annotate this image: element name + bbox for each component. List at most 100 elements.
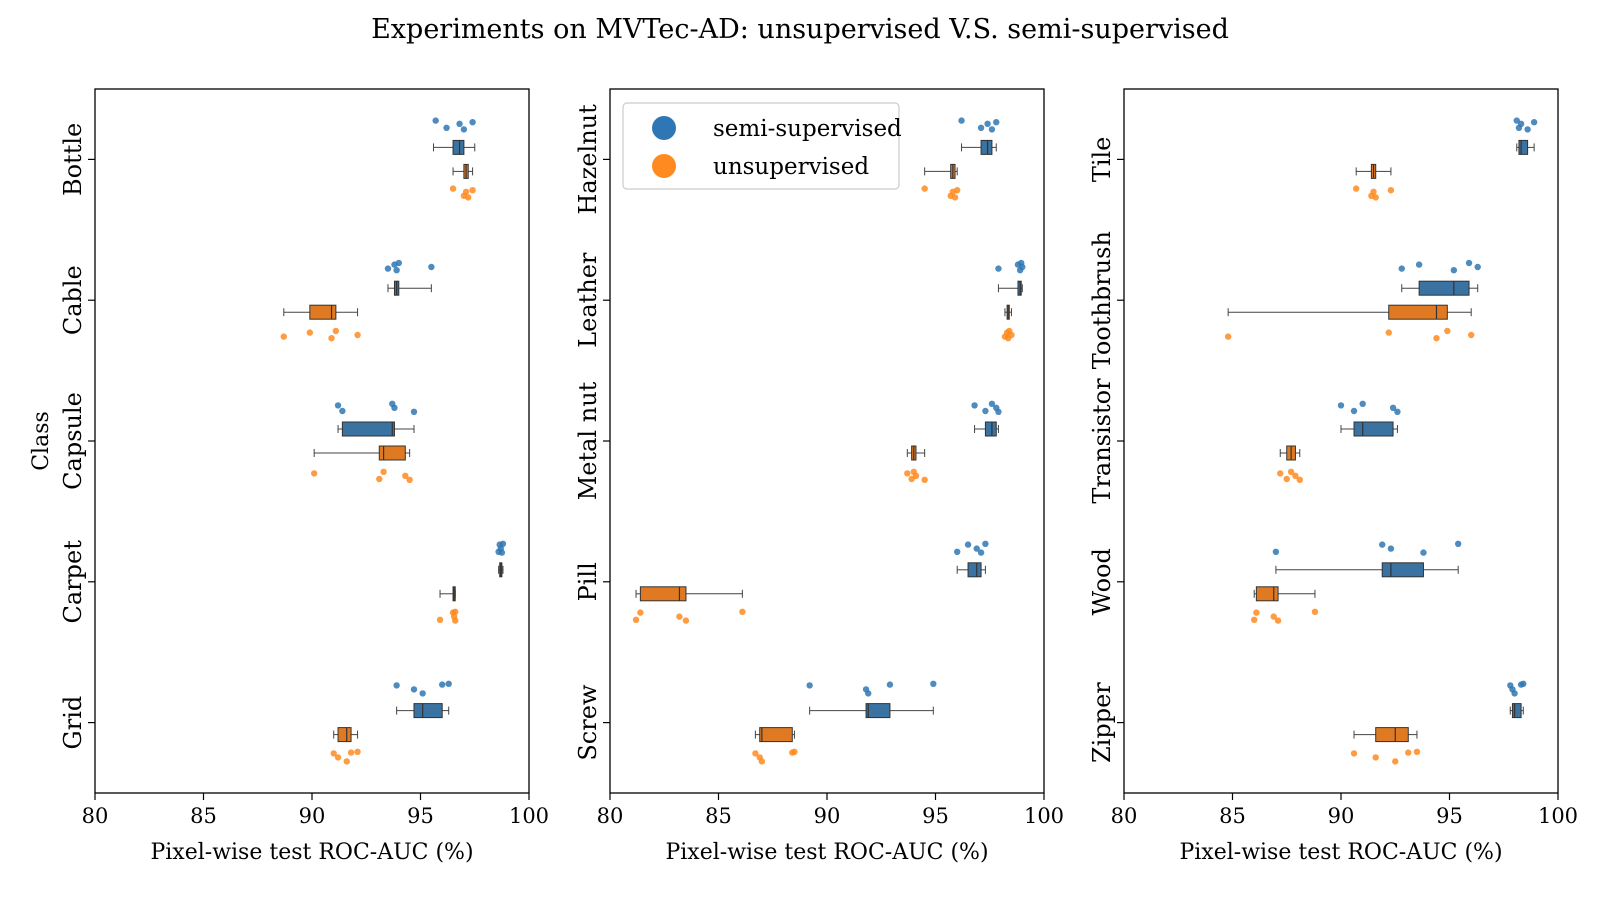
semi-point [1337,402,1345,409]
semi-point [977,549,985,556]
class-group-cable: Cable [59,259,435,342]
unsup-point [676,613,683,620]
semi-point [410,686,418,693]
semi-point [1474,263,1481,271]
class-label: Transistor [1088,378,1116,504]
unsup-point [452,617,459,624]
x-tick-label: 90 [299,804,326,828]
class-label: Cable [59,265,87,335]
unsup-box [1375,727,1409,743]
legend-label-semi: semi-supervised [713,116,902,142]
class-group-leather: Leather [574,252,1026,348]
unsup-box [759,727,793,743]
semi-point [984,120,991,128]
class-group-screw: Screw [574,680,937,765]
unsup-box [639,586,687,602]
unsup-point [354,331,361,339]
x-tick-label: 90 [1328,804,1355,828]
unsup-point [1283,475,1290,483]
legend-box [622,102,900,190]
unsup-point [921,476,928,483]
unsup-point [1370,188,1377,195]
unsup-box [1388,304,1448,320]
x-tick-label: 95 [1436,804,1463,828]
semi-point [958,117,965,124]
legend: semi-supervised unsupervised [622,102,902,190]
semi-box [1518,139,1529,155]
semi-point [988,400,996,407]
unsup-point [752,750,759,757]
unsup-point [1468,331,1475,339]
class-group-toothbrush: Toothbrush [1088,231,1481,369]
panel-3: 80 85 90 95 100 Pixel-wise test ROC-AUC (%) Ti… [1088,88,1578,865]
semi-point [1398,265,1405,272]
unsup-point [306,329,314,336]
semi-point [1450,267,1458,274]
unsup-point [330,750,337,757]
unsup-point [637,609,644,616]
semi-point [428,263,435,271]
unsup-point [402,472,409,479]
semi-point [995,265,1002,272]
semi-point [395,259,402,267]
semi-box [865,703,891,719]
x-tick-label: 80 [1111,804,1138,828]
y-axis-label: Class [29,411,54,471]
class-label: Screw [574,684,602,761]
unsup-point [354,748,361,755]
semi-point [1272,548,1280,555]
unsup-point [376,475,383,483]
unsup-point [791,748,798,755]
x-tick-label: 85 [705,804,732,828]
unsup-point [904,470,911,477]
class-label: Carpet [59,540,87,624]
class-label: Grid [59,696,87,750]
semi-point [1350,407,1358,415]
unsup-point [1387,187,1395,194]
class-group-tile: Tile [1088,117,1538,201]
class-group-carpet: Carpet [59,540,507,624]
class-label: Bottle [59,123,87,196]
unsup-point [1311,608,1319,615]
semi-point [954,548,961,555]
class-label: Wood [1088,548,1116,615]
x-tick-label: 85 [1219,804,1246,828]
unsup-point [343,758,350,765]
semi-box [980,139,993,155]
semi-point [410,408,418,415]
unsup-point [469,187,476,194]
semi-point [1511,690,1518,697]
semi-box [341,421,395,437]
legend-label-unsup: unsupervised [713,154,869,180]
semi-point [1387,545,1395,552]
unsup-point [1433,335,1440,342]
semi-point [384,265,392,272]
unsup-point [1372,754,1379,761]
unsup-point [921,185,928,192]
legend-marker-semi [652,116,676,140]
unsup-point [406,476,413,483]
chart-title: Experiments on MVTec-AD: unsupervised V.… [371,14,1229,45]
unsup-point [1251,616,1258,623]
semi-point [1454,540,1462,547]
unsup-point [954,187,961,194]
semi-point [432,117,439,124]
unsup-point [1253,609,1260,616]
semi-point [865,690,872,697]
semi-box [1418,280,1470,296]
unsup-point [449,185,457,192]
semi-point [339,407,346,415]
unsup-point [310,470,318,477]
class-group-wood: Wood [1088,540,1462,624]
x-tick-label: 80 [82,804,109,828]
unsup-point [1287,468,1295,475]
unsup-point [1350,750,1358,757]
semi-point [1019,263,1026,271]
unsup-box [309,304,337,320]
semi-point [445,680,452,687]
unsup-point [739,608,746,615]
axes-frame [609,88,1045,794]
axes-frame [1123,88,1559,794]
semi-point [1359,400,1366,407]
